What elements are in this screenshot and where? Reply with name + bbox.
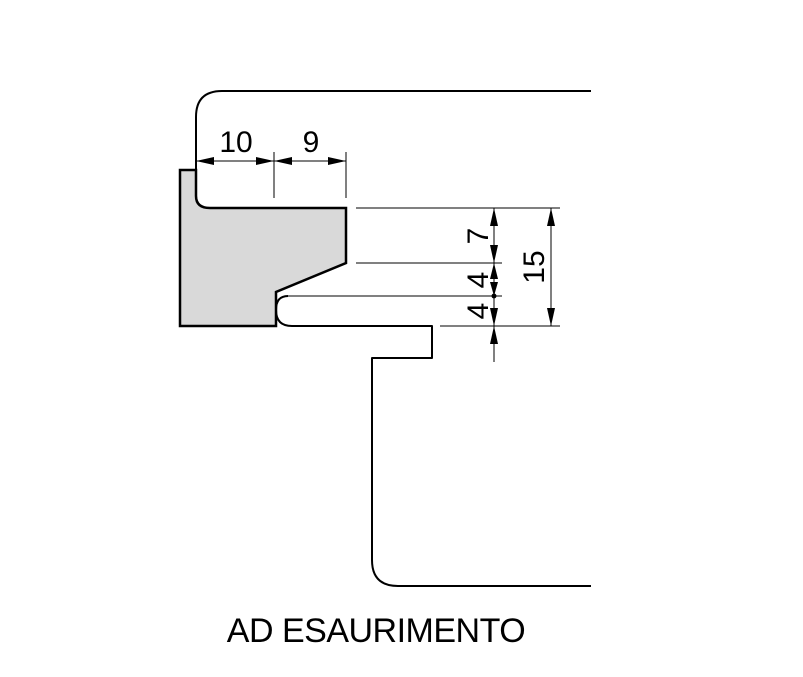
arrow-v2-bottom <box>490 282 498 296</box>
upper-frame-outline <box>195 90 591 209</box>
arrow-h1-left <box>196 157 214 165</box>
arrow-v2-top <box>490 263 498 279</box>
arrow-v1-bottom <box>490 245 498 263</box>
arrow-total-top <box>547 208 555 226</box>
dim-label-15: 15 <box>518 250 551 283</box>
lower-leaf-outline <box>275 295 591 587</box>
arrow-h2-right <box>328 157 346 165</box>
dim-label-10: 10 <box>219 126 252 159</box>
dim-label-7: 7 <box>462 228 495 245</box>
dim-label-4-upper: 4 <box>462 272 495 289</box>
seal-profile <box>178 168 348 328</box>
arrow-v1-top <box>490 208 498 226</box>
arrow-h1-right <box>256 157 274 165</box>
arrow-v3-bottom <box>490 308 498 326</box>
dim-label-9: 9 <box>303 126 320 159</box>
drawing-caption: AD ESAURIMENTO <box>226 612 526 650</box>
dim-label-4-lower: 4 <box>462 303 495 320</box>
dim-dot <box>491 293 497 299</box>
arrow-total-bottom <box>547 308 555 326</box>
arrow-h2-left <box>274 157 292 165</box>
arrow-v3-top-outer <box>490 326 498 344</box>
